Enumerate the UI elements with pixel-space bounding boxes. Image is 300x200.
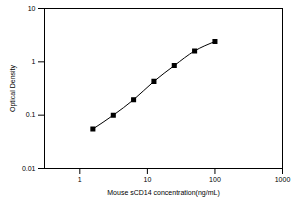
svg-text:10: 10 xyxy=(28,5,36,12)
svg-text:1000: 1000 xyxy=(275,176,291,183)
svg-text:10: 10 xyxy=(143,176,151,183)
svg-text:1: 1 xyxy=(78,176,82,183)
svg-text:Mouse sCD14 concentration(ng/m: Mouse sCD14 concentration(ng/mL) xyxy=(107,189,219,197)
svg-text:100: 100 xyxy=(209,176,221,183)
svg-text:1: 1 xyxy=(32,58,36,65)
svg-text:Optical Density: Optical Density xyxy=(9,64,17,112)
svg-text:0.1: 0.1 xyxy=(26,111,36,118)
svg-text:0.01: 0.01 xyxy=(22,165,36,172)
